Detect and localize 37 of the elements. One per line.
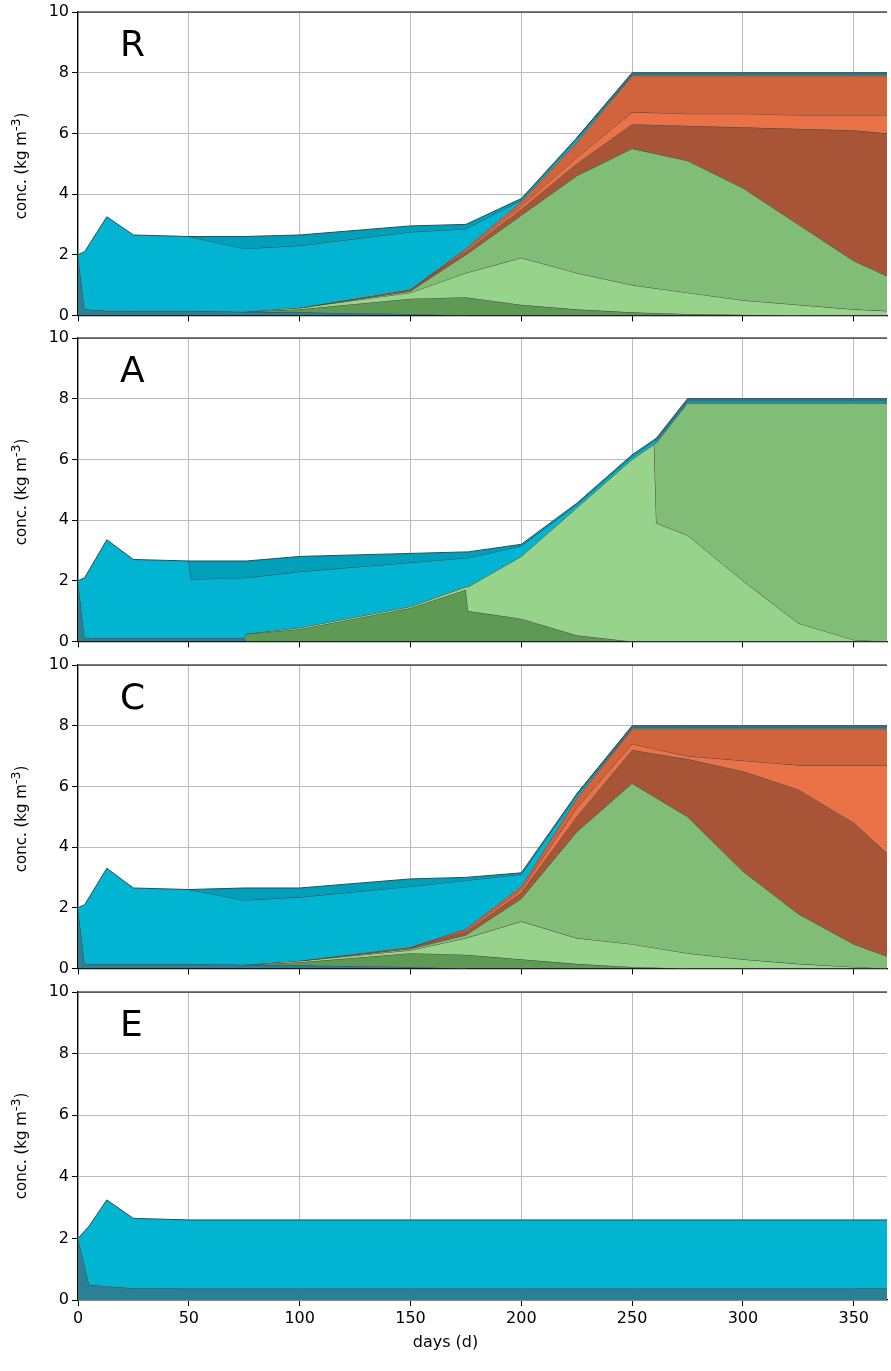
x-tick-label: 0 bbox=[72, 1307, 84, 1327]
y-tick-label: 0 bbox=[58, 630, 69, 650]
y-tick-label: 10 bbox=[48, 654, 69, 674]
y-tick-label: 2 bbox=[58, 569, 69, 589]
y-tick-label: 4 bbox=[58, 1165, 69, 1185]
y-tick-label: 2 bbox=[58, 1227, 69, 1247]
y-tick-label: 10 bbox=[48, 327, 69, 347]
y-tick-label: 8 bbox=[58, 714, 69, 734]
chart-title: R bbox=[120, 23, 146, 64]
y-tick-label: 6 bbox=[58, 122, 69, 142]
x-axis-title: days (d) bbox=[411, 1332, 480, 1351]
y-tick-label: 10 bbox=[48, 1, 69, 21]
y-tick-label: 8 bbox=[58, 387, 69, 407]
y-tick-label: 6 bbox=[58, 775, 69, 795]
y-tick-label: 10 bbox=[48, 981, 69, 1001]
x-tick-label: 250 bbox=[616, 1307, 648, 1327]
x-tick-label: 100 bbox=[284, 1307, 315, 1327]
x-tick-label: 200 bbox=[506, 1307, 537, 1327]
y-tick-label: 4 bbox=[58, 836, 69, 856]
y-tick-label: 2 bbox=[58, 243, 69, 263]
chart-title: A bbox=[120, 349, 145, 390]
y-tick-label: 4 bbox=[58, 509, 69, 529]
y-tick-label: 6 bbox=[58, 448, 69, 468]
chart-title: E bbox=[120, 1003, 143, 1044]
chart-title: C bbox=[120, 676, 146, 717]
y-tick-label: 2 bbox=[58, 896, 69, 916]
y-tick-label: 6 bbox=[58, 1104, 69, 1124]
x-tick-label: 50 bbox=[178, 1307, 199, 1327]
x-tick-label: 300 bbox=[727, 1307, 759, 1327]
y-tick-label: 0 bbox=[58, 957, 69, 977]
y-tick-label: 8 bbox=[58, 61, 69, 81]
y-tick-label: 0 bbox=[58, 1289, 69, 1309]
y-tick-label: 0 bbox=[58, 304, 69, 324]
x-tick-label: 150 bbox=[395, 1307, 426, 1327]
y-tick-label: 8 bbox=[58, 1042, 69, 1062]
x-tick-label: 350 bbox=[838, 1307, 870, 1327]
y-tick-label: 4 bbox=[58, 183, 69, 203]
